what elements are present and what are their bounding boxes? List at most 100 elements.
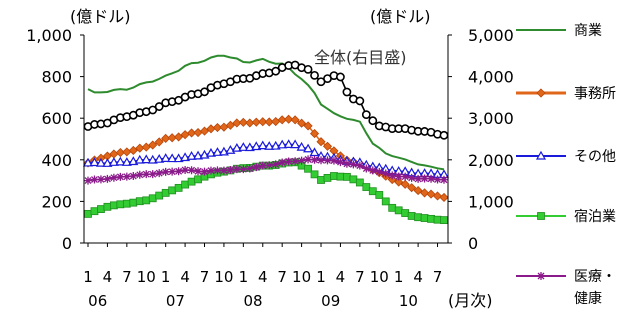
data-point [401,209,410,217]
data-point [174,132,184,142]
data-point [174,167,183,176]
data-point [400,179,410,189]
legend-swatch-marker [536,88,546,98]
data-point [173,153,184,163]
data-point [323,173,332,182]
data-point [310,170,319,179]
legend-label: 商業 [574,23,602,39]
x-unit-label: (月次) [448,291,493,310]
data-point [414,174,423,183]
data-point [413,186,423,196]
month-tick-label: 4 [103,268,113,286]
data-point [427,174,436,183]
data-point [122,199,131,208]
data-point [187,166,196,175]
data-point [439,130,449,140]
month-tick-label: 10 [370,268,389,286]
data-point [200,167,209,176]
legend-label: その他 [574,149,616,165]
data-point [310,155,319,164]
data-point [174,183,183,192]
left-tick-label: 1,000 [26,26,72,45]
series-layer [82,54,450,225]
data-point [420,214,429,222]
data-point [142,170,151,179]
data-point [90,175,99,184]
data-point [134,154,145,164]
data-point [304,164,312,173]
series-4 [84,155,448,185]
data-point [388,171,397,180]
month-tick-label: 10 [292,268,311,286]
data-point [309,129,320,139]
data-point [258,117,268,127]
data-point [329,156,338,165]
data-point [264,141,275,150]
right-tick-label: 2,000 [468,151,514,170]
data-point [277,139,288,149]
data-point [186,151,197,160]
data-point [148,140,158,150]
data-point [375,191,384,199]
data-point [394,172,403,181]
series-0 [87,54,445,171]
data-point [296,141,307,151]
data-point [231,142,242,152]
data-point [239,165,248,174]
right-tick-label: 0 [468,234,478,253]
data-point [141,154,152,164]
data-point [381,197,390,206]
data-point [407,173,416,182]
data-point [109,201,118,210]
data-point [135,197,144,206]
data-point [355,96,365,106]
x-axis: 1 4 7 10 1 4 7 10 1 4 7 10 1 4 7 10 1 4 706 07 08 09 10 [83,243,442,310]
data-point [115,156,126,166]
left-tick-label: 600 [41,109,72,128]
left-tick-label: 0 [62,234,72,253]
data-point [109,173,118,182]
data-point [401,172,410,181]
data-point [330,172,338,180]
legend-item: 宿泊業 [516,208,616,225]
data-point [199,126,210,136]
data-point [219,166,228,175]
data-point [355,161,364,170]
data-point [194,167,203,176]
month-tick-label: 1 [394,268,404,286]
overall-right-axis-annotation: 全体(右目盛) [314,48,407,67]
data-point [84,176,92,185]
data-point [433,215,442,224]
data-point [361,110,371,120]
month-tick-label: 7 [122,268,132,286]
data-point [342,87,352,97]
data-point [103,174,112,183]
data-point [154,102,164,111]
data-point [205,147,217,157]
left-axis: 0 200 400 600 800 1,000 [26,26,85,253]
data-point [129,172,138,181]
data-point [265,161,274,170]
data-point [420,188,430,198]
month-tick-label: 4 [336,268,346,286]
legend-item: その他 [516,149,616,165]
month-tick-label: 7 [277,268,287,286]
data-point [244,142,255,152]
plot-frame [84,242,448,244]
month-tick-label: 1 [239,268,249,286]
data-point [316,137,326,147]
legend-swatch-marker [537,212,545,220]
month-tick-label: 7 [200,268,210,286]
right-tick-label: 1,000 [468,192,514,211]
data-point [251,117,261,127]
data-point [187,177,196,186]
data-point [304,155,313,164]
data-point [414,213,423,222]
month-tick-label: 10 [137,268,156,286]
data-point [432,191,443,201]
data-point [381,169,390,178]
data-point [303,143,314,153]
data-point [342,159,351,168]
data-point [297,156,306,165]
